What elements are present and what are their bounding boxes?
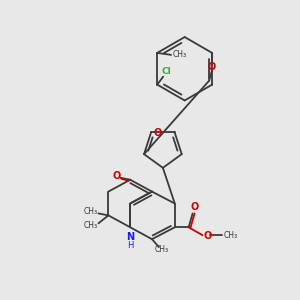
Text: Cl: Cl <box>161 67 171 76</box>
Text: CH₃: CH₃ <box>83 221 98 230</box>
Text: O: O <box>207 62 215 72</box>
Text: O: O <box>190 202 199 212</box>
Text: O: O <box>153 128 161 138</box>
Text: CH₃: CH₃ <box>155 244 169 253</box>
Text: O: O <box>112 171 120 181</box>
Text: CH₃: CH₃ <box>83 207 98 216</box>
Text: O: O <box>203 231 211 241</box>
Text: N: N <box>126 232 134 242</box>
Text: H: H <box>127 241 134 250</box>
Text: CH₃: CH₃ <box>173 50 187 59</box>
Text: CH₃: CH₃ <box>223 231 237 240</box>
